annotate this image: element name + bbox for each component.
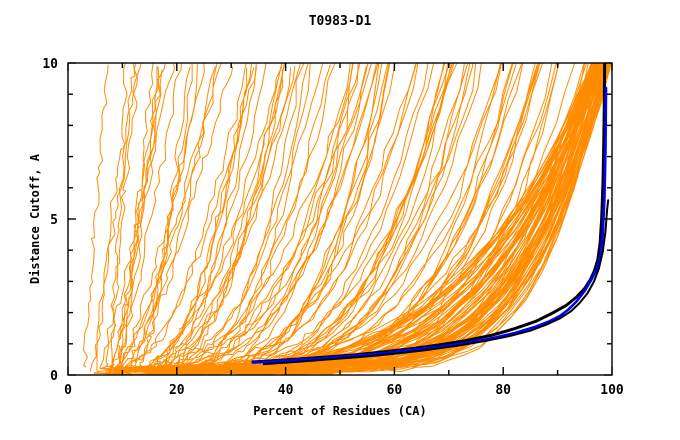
axis-frame — [67, 62, 613, 376]
y-tick-label: 10 — [42, 57, 58, 72]
x-tick-label: 100 — [600, 383, 624, 398]
tick-labels: 0 20 40 60 80 100 0 5 10 — [42, 57, 624, 398]
orange-curve-ensemble — [83, 63, 612, 375]
highlight-curves — [251, 63, 610, 366]
x-tick-label: 20 — [169, 383, 185, 398]
x-axis-title: Percent of Residues (CA) — [253, 404, 427, 418]
x-tick-label: 80 — [495, 383, 511, 398]
y-tick-label: 5 — [50, 213, 58, 228]
y-tick-label: 0 — [50, 369, 58, 384]
y-axis-title: Distance Cutoff, A — [28, 153, 42, 285]
x-tick-label: 60 — [387, 383, 403, 398]
x-tick-label: 0 — [64, 383, 72, 398]
x-tick-label: 40 — [278, 383, 294, 398]
page-title: T0983-D1 — [308, 14, 372, 29]
